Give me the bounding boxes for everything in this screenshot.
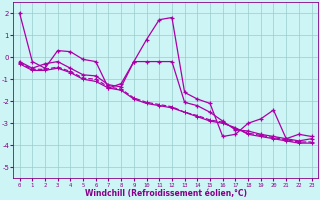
X-axis label: Windchill (Refroidissement éolien,°C): Windchill (Refroidissement éolien,°C): [84, 189, 247, 198]
